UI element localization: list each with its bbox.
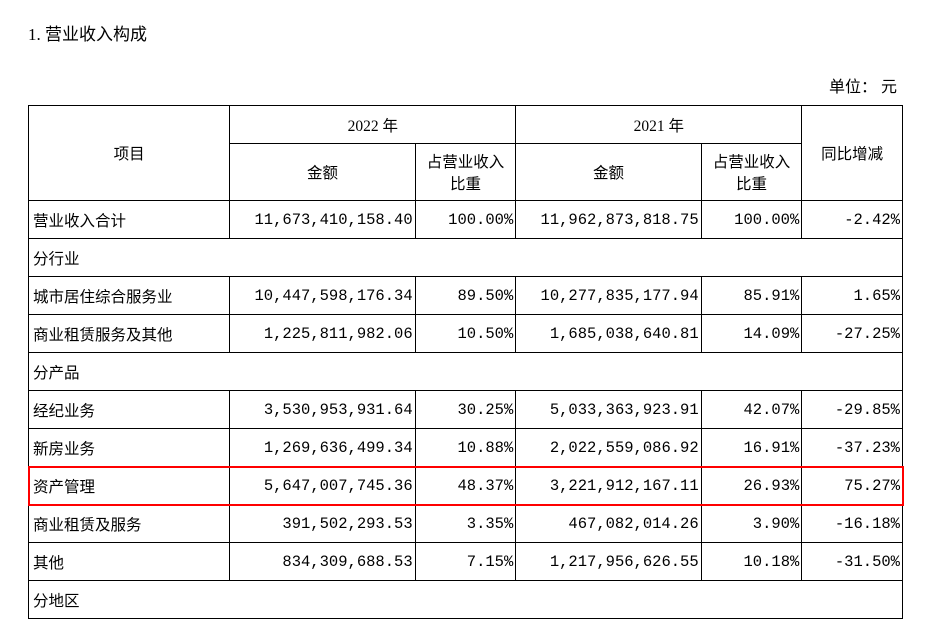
amount-2021: 10,277,835,177.94 <box>516 277 701 315</box>
section-cell: 分行业 <box>29 239 903 277</box>
pct-2021: 85.91% <box>701 277 802 315</box>
th-amount-22: 金额 <box>230 144 415 201</box>
amount-2021: 11,962,873,818.75 <box>516 201 701 239</box>
section-title: 1. 营业收入构成 <box>28 20 903 45</box>
th-pct-21: 占营业收入比重 <box>701 144 802 201</box>
revenue-table: 项目 2022 年 2021 年 同比增减 金额 占营业收入比重 金额 占营业收… <box>28 105 903 619</box>
yoy-change: -29.85% <box>802 391 903 429</box>
amount-2022: 10,447,598,176.34 <box>230 277 415 315</box>
pct-2022: 10.88% <box>415 429 516 467</box>
table-body: 营业收入合计11,673,410,158.40100.00%11,962,873… <box>29 201 903 619</box>
table-row: 分产品 <box>29 353 903 391</box>
header-row-1: 项目 2022 年 2021 年 同比增减 <box>29 106 903 144</box>
th-yoy: 同比增减 <box>802 106 903 201</box>
table-row: 营业收入合计11,673,410,158.40100.00%11,962,873… <box>29 201 903 239</box>
yoy-change: -27.25% <box>802 315 903 353</box>
table-row: 经纪业务3,530,953,931.6430.25%5,033,363,923.… <box>29 391 903 429</box>
row-label: 其他 <box>29 543 230 581</box>
section-cell: 分地区 <box>29 581 903 619</box>
pct-2021: 14.09% <box>701 315 802 353</box>
table-row: 新房业务1,269,636,499.3410.88%2,022,559,086.… <box>29 429 903 467</box>
row-label: 商业租赁及服务 <box>29 505 230 543</box>
row-label: 商业租赁服务及其他 <box>29 315 230 353</box>
yoy-change: 1.65% <box>802 277 903 315</box>
amount-2021: 2,022,559,086.92 <box>516 429 701 467</box>
amount-2022: 11,673,410,158.40 <box>230 201 415 239</box>
yoy-change: -31.50% <box>802 543 903 581</box>
amount-2022: 391,502,293.53 <box>230 505 415 543</box>
th-2022: 2022 年 <box>230 106 516 144</box>
row-label: 经纪业务 <box>29 391 230 429</box>
unit-label: 单位： 元 <box>28 73 903 97</box>
amount-2021: 3,221,912,167.11 <box>516 467 701 505</box>
row-label: 新房业务 <box>29 429 230 467</box>
amount-2022: 1,225,811,982.06 <box>230 315 415 353</box>
row-label: 资产管理 <box>29 467 230 505</box>
pct-2021: 100.00% <box>701 201 802 239</box>
pct-2021: 3.90% <box>701 505 802 543</box>
row-label: 营业收入合计 <box>29 201 230 239</box>
row-label: 城市居住综合服务业 <box>29 277 230 315</box>
table-row: 商业租赁及服务391,502,293.533.35%467,082,014.26… <box>29 505 903 543</box>
pct-2022: 3.35% <box>415 505 516 543</box>
table-row: 分行业 <box>29 239 903 277</box>
amount-2021: 467,082,014.26 <box>516 505 701 543</box>
pct-2022: 89.50% <box>415 277 516 315</box>
th-pct-22: 占营业收入比重 <box>415 144 516 201</box>
yoy-change: -16.18% <box>802 505 903 543</box>
pct-2021: 10.18% <box>701 543 802 581</box>
yoy-change: -2.42% <box>802 201 903 239</box>
yoy-change: -37.23% <box>802 429 903 467</box>
pct-2022: 7.15% <box>415 543 516 581</box>
pct-2022: 10.50% <box>415 315 516 353</box>
th-amount-21: 金额 <box>516 144 701 201</box>
section-cell: 分产品 <box>29 353 903 391</box>
yoy-change: 75.27% <box>802 467 903 505</box>
th-project: 项目 <box>29 106 230 201</box>
amount-2022: 834,309,688.53 <box>230 543 415 581</box>
amount-2022: 3,530,953,931.64 <box>230 391 415 429</box>
pct-2022: 30.25% <box>415 391 516 429</box>
pct-2021: 26.93% <box>701 467 802 505</box>
pct-2022: 100.00% <box>415 201 516 239</box>
th-2021: 2021 年 <box>516 106 802 144</box>
table-row: 商业租赁服务及其他1,225,811,982.0610.50%1,685,038… <box>29 315 903 353</box>
table-row: 资产管理5,647,007,745.3648.37%3,221,912,167.… <box>29 467 903 505</box>
table-wrapper: 项目 2022 年 2021 年 同比增减 金额 占营业收入比重 金额 占营业收… <box>28 105 903 619</box>
amount-2021: 5,033,363,923.91 <box>516 391 701 429</box>
pct-2021: 16.91% <box>701 429 802 467</box>
pct-2021: 42.07% <box>701 391 802 429</box>
amount-2022: 5,647,007,745.36 <box>230 467 415 505</box>
table-row: 其他834,309,688.537.15%1,217,956,626.5510.… <box>29 543 903 581</box>
table-row: 分地区 <box>29 581 903 619</box>
pct-2022: 48.37% <box>415 467 516 505</box>
amount-2022: 1,269,636,499.34 <box>230 429 415 467</box>
table-row: 城市居住综合服务业10,447,598,176.3489.50%10,277,8… <box>29 277 903 315</box>
amount-2021: 1,685,038,640.81 <box>516 315 701 353</box>
amount-2021: 1,217,956,626.55 <box>516 543 701 581</box>
